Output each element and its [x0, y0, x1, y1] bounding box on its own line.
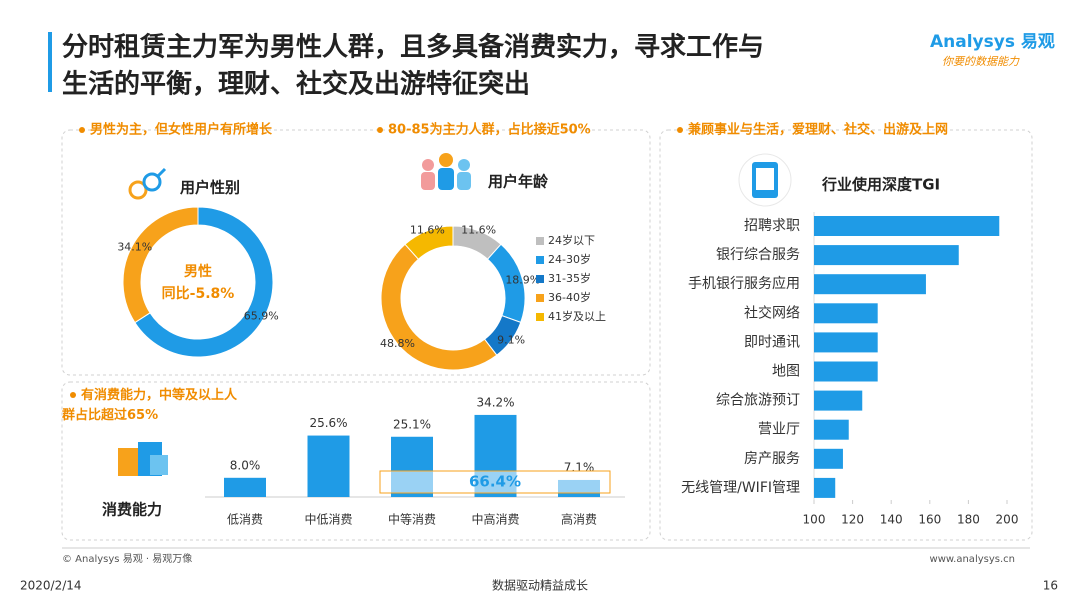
- legend-label: 36-40岁: [548, 290, 591, 304]
- bar: [814, 361, 878, 382]
- title-line: 分时租赁主力军为男性人群，且多具备消费实力，寻求工作与: [62, 32, 764, 63]
- heading-dot: [377, 127, 383, 133]
- data-label: 34.2%: [476, 395, 514, 409]
- x-tick-label: 中低消费: [304, 512, 352, 527]
- data-label: 34.1%: [117, 241, 152, 254]
- data-label: 48.8%: [380, 337, 415, 350]
- legend-label: 24岁以下: [548, 233, 595, 247]
- annotation: 66.4%: [469, 473, 521, 491]
- title-bar: [48, 32, 52, 92]
- legend-swatch: [536, 294, 544, 302]
- x-tick-label: 140: [880, 513, 903, 527]
- data-label: 11.6%: [461, 224, 496, 237]
- heading-dot: [677, 127, 683, 133]
- url: www.analysys.cn: [930, 554, 1015, 565]
- x-tick-label: 高消费: [561, 512, 597, 527]
- annotation-box: [379, 470, 611, 494]
- x-tick-label: 160: [918, 513, 941, 527]
- legend-swatch: [536, 256, 544, 264]
- y-tick-label: 招聘求职: [744, 218, 800, 234]
- data-label: 65.9%: [244, 309, 279, 322]
- date: 2020/2/14: [20, 579, 82, 593]
- panel: [659, 129, 1033, 541]
- bar: [814, 216, 1000, 236]
- donut-segment: [122, 206, 199, 324]
- page-number: 16: [1043, 579, 1058, 593]
- data-label: 18.9%: [505, 273, 540, 286]
- y-tick-label: 地图: [772, 364, 800, 380]
- y-tick-label: 手机银行服务应用: [688, 275, 800, 292]
- data-label: 11.6%: [410, 224, 445, 237]
- legend-label: 24-30岁: [548, 252, 591, 266]
- section-heading: 有消费能力，中等及以上人群占比超过65%: [62, 387, 238, 423]
- panel: [61, 129, 651, 376]
- y-tick-label: 无线管理/WIFI管理: [681, 480, 800, 496]
- legend-label: 31-35岁: [548, 271, 591, 285]
- heading-dot: [79, 127, 85, 133]
- bar: [814, 477, 836, 498]
- bar: [814, 448, 843, 469]
- x-tick-label: 低消费: [227, 513, 263, 527]
- center-label: 同比-5.8%: [162, 285, 235, 302]
- bar: [814, 332, 878, 353]
- logo-brand: Analysys 易观: [930, 32, 1055, 52]
- y-tick-label: 综合旅游预订: [716, 393, 800, 409]
- chart-title: 消费能力: [102, 501, 162, 519]
- donut-segment: [380, 243, 498, 371]
- bar: [814, 274, 926, 295]
- data-label: 8.0%: [230, 458, 261, 472]
- section-heading: 男性为主，但女性用户有所增长: [90, 122, 273, 138]
- legend-swatch: [536, 237, 544, 245]
- logo-slogan: 你要的数据能力: [942, 55, 1020, 68]
- bar: [814, 390, 863, 411]
- x-tick-label: 中等消费: [388, 512, 436, 527]
- section-heading: 兼顾事业与生活，爱理财、社交、出游及上网: [688, 122, 948, 138]
- x-tick-label: 100: [803, 513, 826, 527]
- bar: [814, 303, 878, 324]
- donut-segment: [134, 206, 274, 358]
- panel: [61, 381, 651, 541]
- x-tick-label: 200: [996, 513, 1019, 527]
- center-label: 男性: [184, 263, 212, 280]
- shopping-icon: [118, 442, 168, 476]
- people-icon: [421, 153, 471, 190]
- x-tick-label: 180: [957, 513, 980, 527]
- app-icon: [738, 153, 792, 207]
- y-tick-label: 营业厅: [758, 422, 800, 438]
- y-tick-label: 房产服务: [744, 451, 800, 467]
- section-heading: 80-85为主力人群，占比接近50%: [388, 122, 591, 138]
- data-label: 25.6%: [309, 416, 347, 430]
- legend-swatch: [536, 275, 544, 283]
- data-label: 25.1%: [393, 417, 431, 431]
- legend-label: 41岁及以上: [548, 309, 606, 323]
- y-tick-label: 社交网络: [744, 304, 800, 321]
- data-label: 9.1%: [497, 334, 525, 347]
- bar: [224, 477, 266, 497]
- x-tick-label: 中高消费: [471, 512, 519, 527]
- title-line: 生活的平衡，理财、社交及出游特征突出: [62, 69, 530, 100]
- x-tick-label: 120: [841, 513, 864, 527]
- chart-title: 用户性别: [180, 179, 240, 197]
- legend-swatch: [536, 313, 544, 321]
- heading-dot: [70, 392, 76, 398]
- bar: [814, 245, 959, 266]
- copyright: © Analysys 易观 · 易观万像: [62, 553, 192, 565]
- chart-title: 行业使用深度TGI: [821, 176, 940, 194]
- bar: [814, 419, 849, 440]
- chart-title: 用户年龄: [488, 173, 549, 191]
- donut-segment: [404, 225, 454, 260]
- y-tick-label: 即时通讯: [744, 334, 800, 350]
- footer-center: 数据驱动精益成长: [492, 578, 588, 593]
- y-tick-label: 银行综合服务: [716, 247, 800, 263]
- gender-icon: [128, 167, 167, 200]
- bar: [307, 435, 350, 497]
